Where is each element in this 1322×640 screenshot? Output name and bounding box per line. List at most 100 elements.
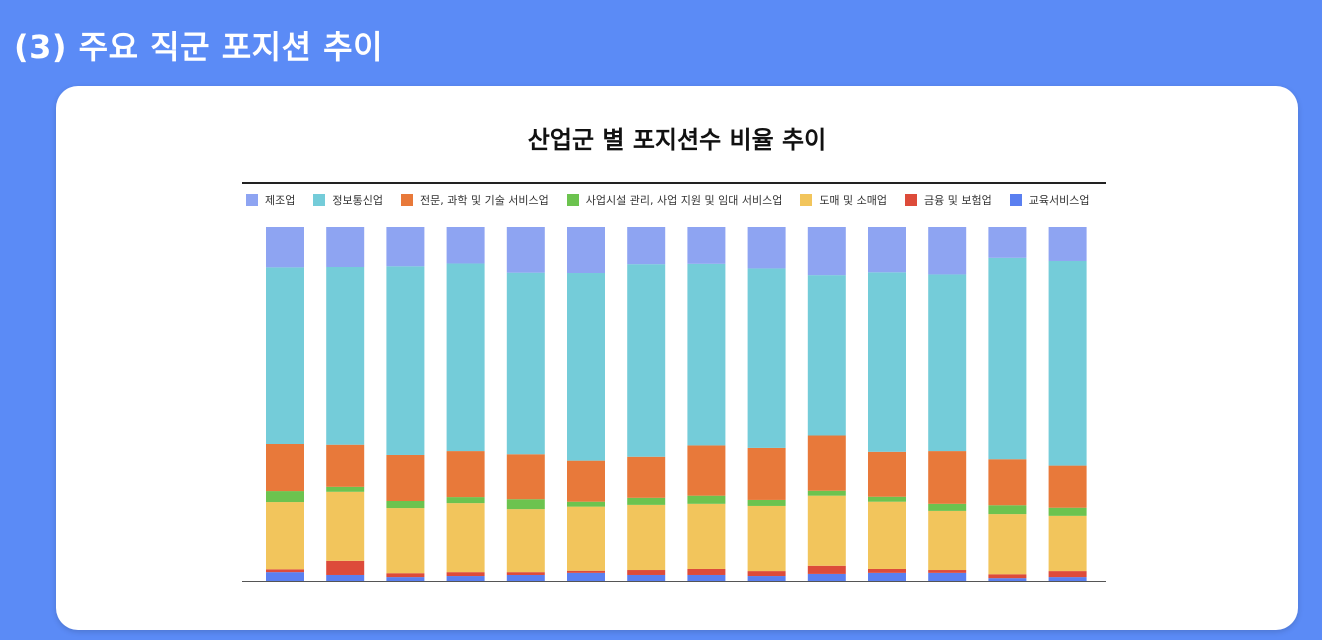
legend-item[interactable]: 전문, 과학 및 기술 서비스업 [400, 192, 549, 208]
bar-segment[interactable] [868, 496, 906, 502]
bar-segment[interactable] [266, 227, 304, 268]
bar-segment[interactable] [567, 501, 605, 507]
bar-segment[interactable] [928, 274, 967, 452]
bar-segment[interactable] [326, 227, 365, 268]
bar-segment[interactable] [687, 495, 726, 504]
bar-segment[interactable] [747, 499, 786, 506]
bar-segment[interactable] [627, 497, 666, 505]
bar-segment[interactable] [1048, 227, 1087, 261]
bar-segment[interactable] [687, 445, 726, 496]
bar-segment[interactable] [868, 572, 906, 581]
bar-segment[interactable] [687, 503, 726, 569]
bar-segment[interactable] [807, 227, 846, 276]
bar-segment[interactable] [1048, 465, 1087, 508]
bar-segment[interactable] [567, 460, 605, 502]
legend-item[interactable]: 도매 및 소매업 [800, 192, 887, 208]
bar-segment[interactable] [988, 574, 1027, 579]
bar-segment[interactable] [928, 451, 967, 504]
bar-segment[interactable] [1048, 260, 1087, 466]
bar-segment[interactable] [386, 266, 425, 455]
bar-segment[interactable] [747, 227, 786, 269]
bar-segment[interactable] [928, 503, 967, 511]
bar-segment[interactable] [567, 273, 605, 461]
bar-segment[interactable] [266, 569, 304, 573]
bar-segment[interactable] [807, 435, 846, 491]
bar-segment[interactable] [928, 572, 967, 581]
bar-segment[interactable] [266, 491, 304, 503]
bar-segment[interactable] [988, 505, 1027, 515]
bar-segment[interactable] [988, 257, 1027, 460]
bar-segment[interactable] [807, 275, 846, 436]
bar-segment[interactable] [747, 576, 786, 581]
bar-segment[interactable] [446, 263, 485, 452]
bar-segment[interactable] [506, 499, 545, 510]
bar-segment[interactable] [988, 459, 1027, 506]
legend-item[interactable]: 정보통신업 [313, 192, 383, 208]
bar-segment[interactable] [567, 227, 605, 274]
bar-segment[interactable] [928, 570, 967, 573]
bar-segment[interactable] [807, 495, 846, 566]
bar-segment[interactable] [446, 497, 485, 504]
bar-segment[interactable] [928, 510, 967, 571]
bar-segment[interactable] [1048, 515, 1087, 572]
bar-segment[interactable] [988, 578, 1027, 581]
bar-segment[interactable] [386, 500, 425, 509]
bar-segment[interactable] [988, 227, 1027, 258]
bar-segment[interactable] [627, 574, 666, 581]
bar-segment[interactable] [747, 268, 786, 448]
bar-segment[interactable] [326, 444, 365, 487]
bar-segment[interactable] [326, 486, 365, 492]
bar-segment[interactable] [506, 227, 545, 273]
bar-segment[interactable] [928, 227, 967, 275]
bar-segment[interactable] [807, 573, 846, 581]
bar-segment[interactable] [868, 568, 906, 573]
bar-segment[interactable] [868, 501, 906, 569]
bar-segment[interactable] [446, 572, 485, 577]
bar-segment[interactable] [567, 506, 605, 571]
bar-segment[interactable] [386, 454, 425, 501]
bar-segment[interactable] [266, 502, 304, 570]
bar-segment[interactable] [807, 490, 846, 496]
bar-segment[interactable] [567, 572, 605, 581]
bar-segment[interactable] [266, 267, 304, 445]
bar-segment[interactable] [627, 570, 666, 575]
bar-segment[interactable] [386, 227, 425, 267]
bar-segment[interactable] [446, 227, 485, 264]
bar-segment[interactable] [627, 504, 666, 571]
legend-item[interactable]: 제조업 [246, 192, 295, 208]
bar-segment[interactable] [386, 508, 425, 574]
bar-segment[interactable] [687, 574, 726, 581]
bar-segment[interactable] [868, 451, 906, 497]
bar-segment[interactable] [747, 505, 786, 572]
bar-segment[interactable] [1048, 571, 1087, 578]
bar-segment[interactable] [747, 571, 786, 577]
bar-segment[interactable] [386, 573, 425, 578]
bar-segment[interactable] [868, 272, 906, 452]
bar-segment[interactable] [627, 456, 666, 498]
bar-segment[interactable] [266, 572, 304, 581]
bar-segment[interactable] [506, 454, 545, 500]
bar-segment[interactable] [1048, 507, 1087, 516]
bar-segment[interactable] [446, 451, 485, 498]
bar-segment[interactable] [988, 514, 1027, 575]
bar-segment[interactable] [687, 568, 726, 575]
bar-segment[interactable] [627, 227, 666, 265]
bar-segment[interactable] [506, 272, 545, 455]
bar-segment[interactable] [567, 570, 605, 573]
bar-segment[interactable] [747, 447, 786, 500]
bar-segment[interactable] [446, 503, 485, 573]
bar-segment[interactable] [1048, 577, 1087, 581]
bar-segment[interactable] [868, 227, 906, 273]
bar-segment[interactable] [506, 572, 545, 575]
bar-segment[interactable] [266, 444, 304, 492]
bar-segment[interactable] [687, 227, 726, 264]
bar-segment[interactable] [506, 509, 545, 573]
bar-segment[interactable] [386, 577, 425, 581]
legend-item[interactable]: 사업시설 관리, 사업 지원 및 임대 서비스업 [566, 192, 782, 208]
bar-segment[interactable] [627, 264, 666, 457]
bar-segment[interactable] [326, 560, 365, 575]
legend-item[interactable]: 금융 및 보험업 [905, 192, 992, 208]
bar-segment[interactable] [506, 574, 545, 581]
legend-item[interactable]: 교육서비스업 [1009, 192, 1089, 208]
bar-segment[interactable] [807, 565, 846, 574]
